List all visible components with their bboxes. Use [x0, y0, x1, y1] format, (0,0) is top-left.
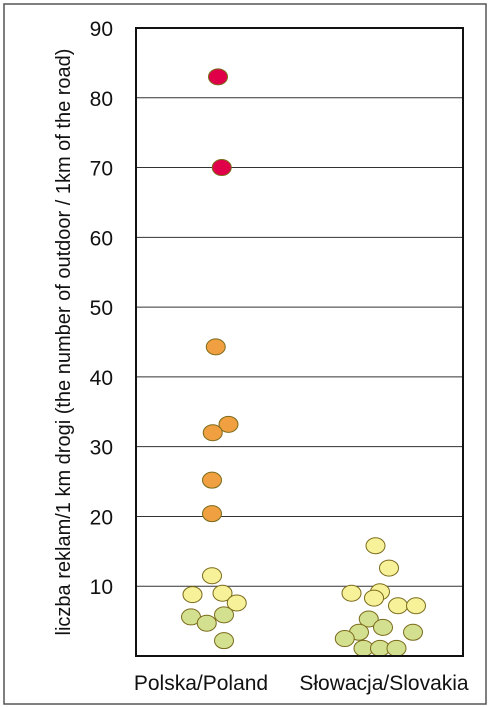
y-tick-label: 40 — [90, 367, 113, 390]
data-point — [208, 68, 228, 86]
x-category-label: Słowacja/Slovakia — [299, 672, 469, 695]
y-tick-label: 60 — [90, 227, 113, 250]
data-point — [364, 589, 384, 607]
data-point — [218, 415, 239, 433]
y-tick-label: 20 — [90, 506, 113, 529]
data-point — [214, 606, 234, 624]
data-point — [341, 584, 362, 602]
y-tick-label: 80 — [90, 88, 113, 111]
y-tick-label: 50 — [90, 297, 113, 320]
y-axis-title: liczba reklam/1 km drogi (the number of … — [53, 49, 75, 636]
data-point — [211, 159, 232, 177]
y-tick-labels: 10 20 30 40 50 60 70 80 90 — [90, 18, 113, 599]
data-points — [181, 68, 426, 657]
data-point — [202, 567, 222, 585]
data-point — [406, 597, 426, 615]
data-point — [182, 586, 203, 604]
data-point — [388, 597, 408, 615]
plot-area-border — [135, 27, 464, 657]
data-point — [196, 614, 217, 632]
y-tick-label: 10 — [90, 576, 113, 599]
x-category-label: Polska/Poland — [134, 672, 268, 695]
data-point — [358, 610, 379, 628]
data-point — [202, 424, 223, 442]
y-tick-label: 30 — [90, 437, 113, 460]
data-point — [379, 559, 399, 577]
data-point — [373, 618, 393, 636]
data-point — [202, 505, 222, 523]
data-point — [205, 338, 226, 356]
data-point — [334, 630, 355, 648]
data-point — [403, 623, 423, 641]
y-tick-label: 70 — [90, 158, 113, 181]
data-point — [202, 471, 222, 489]
outer-border — [3, 3, 487, 705]
data-point — [365, 537, 386, 555]
y-tick-label: 90 — [90, 18, 113, 41]
data-point — [386, 639, 407, 657]
grid-lines — [136, 97, 463, 587]
data-point — [226, 594, 247, 612]
data-point — [214, 632, 234, 650]
data-point — [212, 584, 233, 602]
